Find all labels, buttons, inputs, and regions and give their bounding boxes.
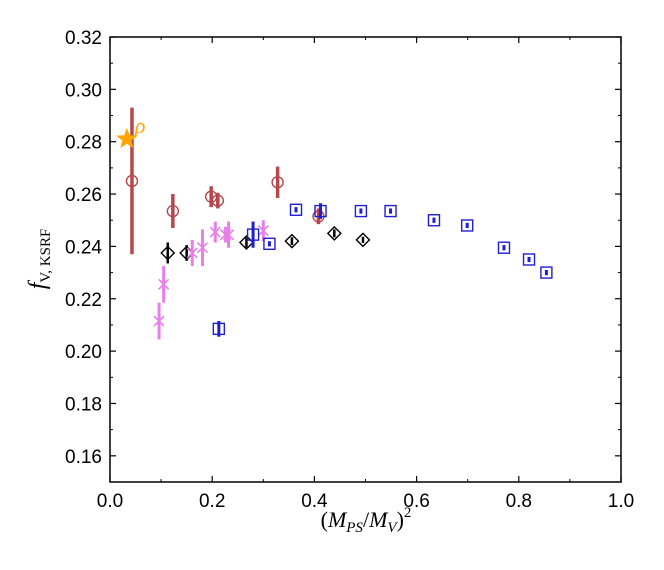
data-point-circle [166,204,180,218]
y-tick-label: 0.26 [65,185,102,206]
data-point-square [497,241,511,254]
data-point-square [212,322,226,336]
y-tick-label: 0.18 [65,394,102,415]
y-axis-label: fV, KSRF [25,229,54,290]
reference-star-marker [116,127,138,149]
data-point-square [522,253,536,266]
x-tick-label: 0.4 [301,491,328,512]
data-point-circle [211,194,225,207]
data-point-square [289,203,303,216]
data-point-circle [125,174,139,188]
data-point-square [427,214,441,227]
rho-annotation: ρ [134,113,146,138]
data-point-square [263,237,276,250]
data-point-x [209,226,221,238]
x-tick-label: 0.0 [97,491,123,512]
data-point-square [354,204,368,218]
y-tick-label: 0.32 [65,28,102,49]
data-point-diamond [284,233,300,249]
data-point-circle [271,176,284,189]
data-point-x [257,225,269,237]
y-tick-label: 0.16 [65,447,102,468]
y-tick-label: 0.24 [65,237,102,258]
x-tick-label: 0.8 [506,491,532,512]
data-point-x [158,278,170,290]
data-point-x [222,229,235,241]
data-point-x [186,247,198,259]
data-point-square [314,204,327,218]
data-point-diamond [326,225,342,241]
chart-marks: ρ [116,107,553,340]
x-tick-label: 0.2 [199,491,225,512]
y-tick-label: 0.28 [65,133,102,154]
y-tick-label: 0.22 [65,290,102,311]
axis-ticks: 0.0 0.2 0.4 0.6 0.8 1.0 0.16 0.18 0.20 0.22 0.24 0.… [65,28,634,512]
x-tick-label: 0.6 [403,491,429,512]
x-axis-label: (MPS/MV)2 [321,505,412,536]
data-point-square [540,266,553,279]
data-point-square [246,228,260,241]
data-point-square [460,219,474,232]
data-point-diamond [355,232,371,248]
data-point-x [153,315,165,327]
y-tick-label: 0.30 [65,80,102,101]
data-point-x [196,242,209,254]
y-tick-label: 0.20 [65,342,102,363]
data-point-square [384,204,397,218]
data-point-diamond [160,245,176,261]
x-tick-label: 1.0 [608,491,634,512]
